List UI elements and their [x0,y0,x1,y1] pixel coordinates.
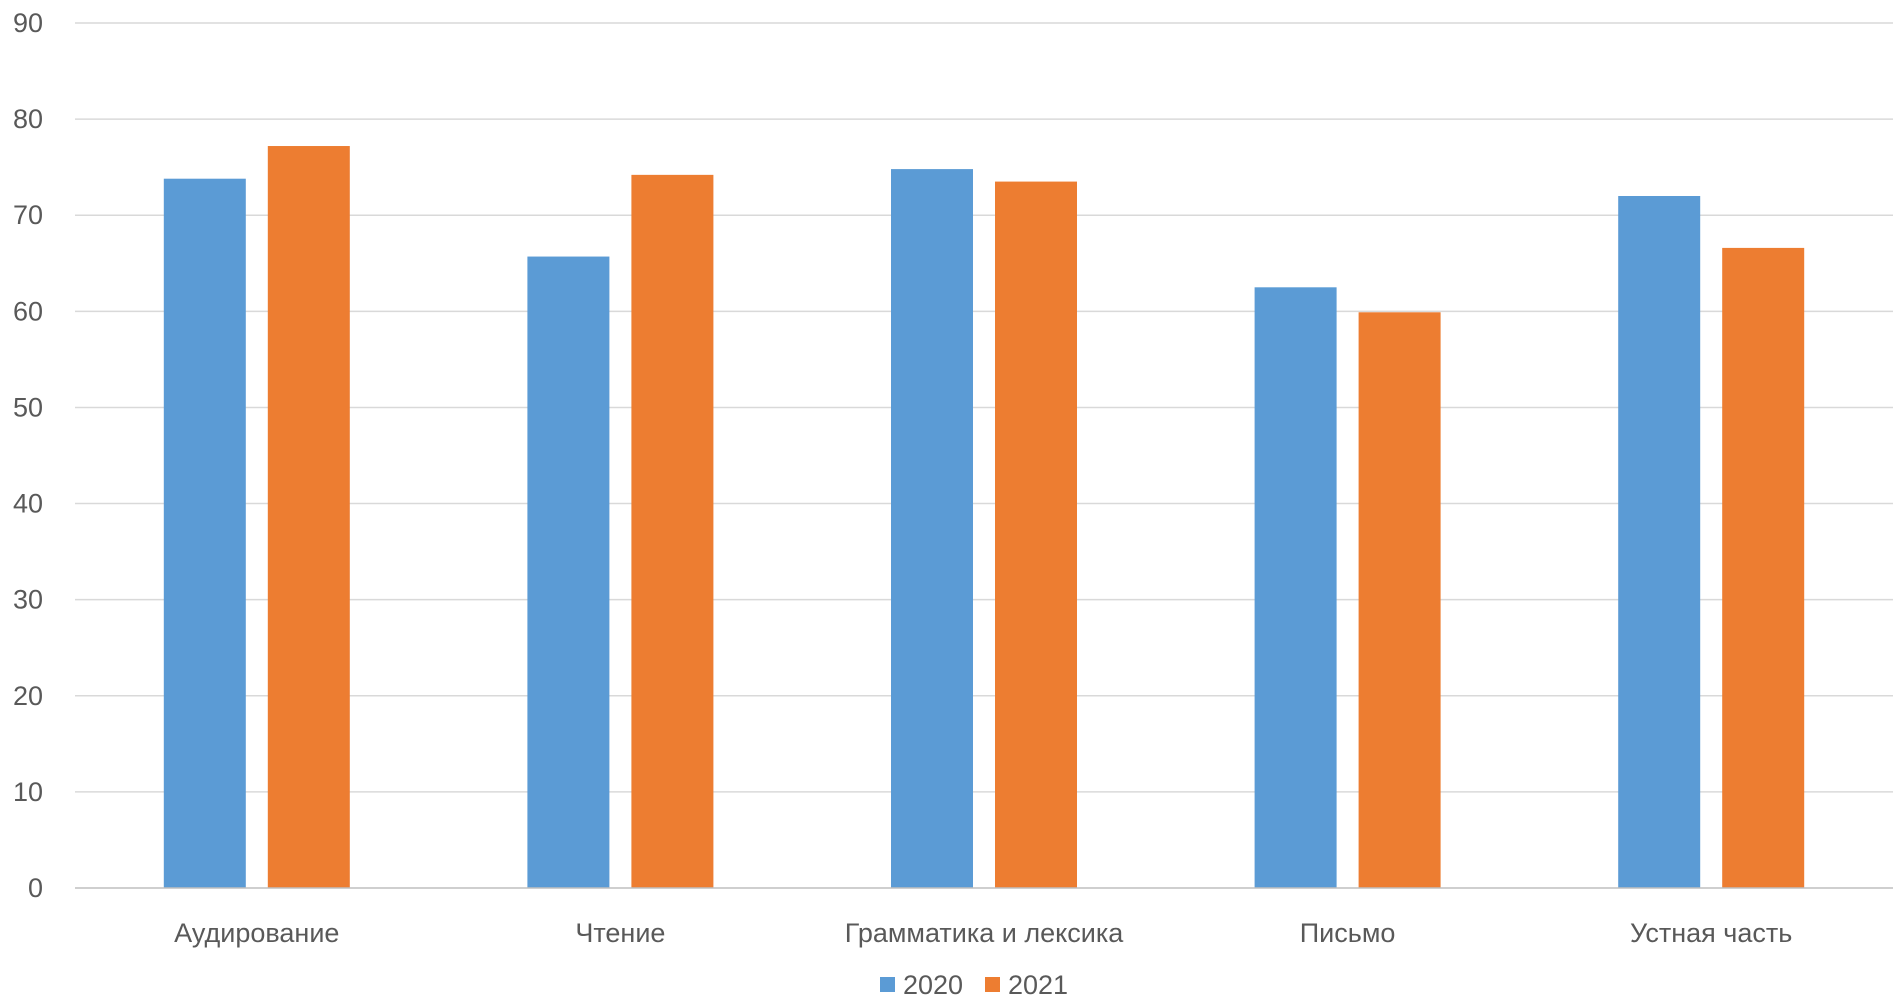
y-axis-tick-labels: 0 10 20 30 40 50 60 70 80 90 [13,8,43,903]
bar-2020-1 [527,256,610,888]
y-tick-label-70: 70 [13,200,43,230]
bar-2021-2 [995,181,1077,889]
x-category-label-0: Аудирование [174,918,339,948]
bar-2020-0 [163,178,246,888]
bars [163,146,1805,889]
y-tick-label-50: 50 [13,392,43,422]
y-tick-label-30: 30 [13,585,43,615]
x-category-label-4: Устная часть [1630,918,1792,948]
bar-2021-3 [1358,312,1441,888]
legend-label-2021: 2021 [1008,970,1068,1000]
x-category-label-3: Письмо [1300,918,1396,948]
bar-2020-4 [1618,196,1701,888]
x-axis-category-labels: Аудирование Чтение Грамматика и лексика Пис… [174,918,1792,948]
y-tick-label-10: 10 [13,777,43,807]
y-tick-label-60: 60 [13,296,43,326]
bar-2020-2 [891,169,973,889]
x-category-label-1: Чтение [575,918,665,948]
legend-swatch-2020 [880,977,895,992]
bar-2021-4 [1722,247,1805,888]
y-tick-label-20: 20 [13,681,43,711]
y-tick-label-80: 80 [13,104,43,134]
bar-2020-3 [1254,287,1337,888]
legend-swatch-2021 [985,977,1000,992]
y-tick-label-0: 0 [28,873,43,903]
x-category-label-2: Грамматика и лексика [845,918,1125,948]
y-tick-label-90: 90 [13,8,43,38]
legend: 2020 2021 [880,970,1068,1000]
bar-2021-1 [631,174,714,888]
y-tick-label-40: 40 [13,489,43,519]
gridlines [75,22,1893,793]
legend-label-2020: 2020 [903,970,963,1000]
bar-2021-0 [267,146,350,888]
